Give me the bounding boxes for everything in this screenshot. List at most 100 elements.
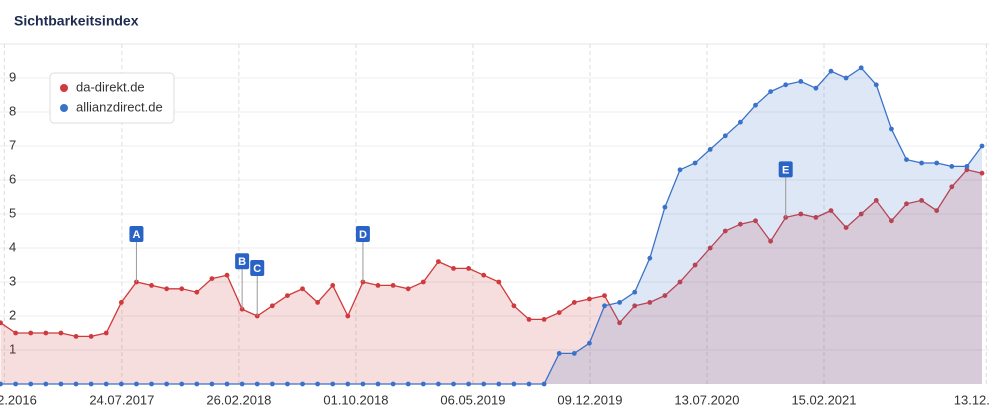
point [843, 225, 849, 231]
point [843, 75, 849, 81]
point [617, 300, 623, 305]
point [13, 330, 19, 336]
point [224, 272, 230, 278]
point [602, 303, 607, 309]
legend-box [49, 72, 175, 124]
point [888, 218, 894, 224]
point [692, 160, 698, 166]
point [813, 215, 819, 220]
point [73, 334, 79, 339]
point [375, 283, 381, 288]
x-tick-label: 15.02.2021 [791, 392, 856, 407]
point [300, 381, 305, 387]
point [481, 272, 487, 278]
point [571, 351, 577, 356]
point [164, 381, 170, 387]
point [858, 211, 864, 217]
point [149, 381, 154, 387]
point [919, 160, 924, 166]
point [209, 381, 215, 387]
point [134, 381, 139, 387]
point [677, 167, 683, 173]
y-tick-label: 1 [9, 341, 16, 356]
point [602, 293, 607, 298]
x-tick-label: 09.12.2019 [557, 392, 622, 407]
point [541, 317, 547, 322]
point [269, 381, 275, 387]
point [934, 160, 940, 166]
annotation-flag [778, 161, 793, 178]
point [798, 79, 804, 84]
point [43, 330, 49, 336]
point [179, 286, 185, 292]
point [647, 255, 653, 261]
y-tick-label: 8 [9, 103, 16, 118]
point [798, 211, 804, 217]
annotation-flag [235, 253, 250, 270]
x-tick-label: 24.07.2017 [89, 392, 154, 407]
point [662, 204, 668, 210]
point [209, 276, 215, 281]
point [571, 300, 577, 305]
y-tick-label: 5 [9, 205, 16, 220]
point [28, 381, 34, 387]
x-tick-label: 01.10.2018 [323, 392, 388, 407]
point [511, 303, 517, 309]
point [904, 157, 909, 163]
point [315, 300, 321, 305]
point [149, 283, 154, 288]
point [556, 351, 562, 356]
point [239, 381, 245, 387]
point [0, 320, 3, 326]
point [254, 381, 260, 387]
annotation-label: B [238, 256, 246, 268]
legend-marker [60, 104, 68, 112]
point [964, 167, 970, 173]
point [345, 313, 351, 319]
point [738, 119, 743, 125]
point [979, 143, 985, 149]
chart-title: Sichtbarkeitsindex [14, 13, 139, 29]
point [768, 89, 774, 94]
point [285, 381, 290, 387]
point [375, 381, 381, 387]
point [873, 82, 879, 88]
x-tick-label: 26.02.2018 [206, 392, 271, 407]
y-tick-label: 2 [9, 307, 16, 322]
point [738, 221, 743, 227]
point [360, 381, 366, 387]
point [28, 330, 34, 336]
x-tick-label: 06.05.2019 [440, 392, 505, 407]
point [707, 245, 713, 251]
point [43, 381, 49, 387]
point [541, 381, 547, 387]
point [632, 289, 638, 295]
line [0, 66, 983, 385]
annotation-label: E [782, 164, 789, 176]
point [511, 381, 517, 387]
y-tick-label: 7 [9, 137, 16, 152]
point [904, 201, 909, 207]
point [436, 259, 441, 264]
legend: da-direkt.de allianzdirect.de [49, 72, 175, 124]
point [58, 381, 64, 387]
point [451, 266, 456, 271]
point [466, 381, 472, 387]
point [753, 218, 758, 224]
point [330, 283, 336, 288]
point [753, 102, 758, 108]
point [88, 334, 94, 339]
point [873, 198, 879, 203]
point [436, 381, 441, 387]
point [481, 381, 487, 387]
point [103, 330, 109, 336]
y-tick-label: 4 [9, 239, 16, 254]
line [0, 169, 983, 338]
point [828, 68, 834, 74]
point [828, 208, 834, 214]
point [722, 133, 728, 139]
point [692, 262, 698, 268]
point [405, 286, 411, 292]
point [224, 381, 230, 387]
annotation-label: A [132, 229, 140, 241]
